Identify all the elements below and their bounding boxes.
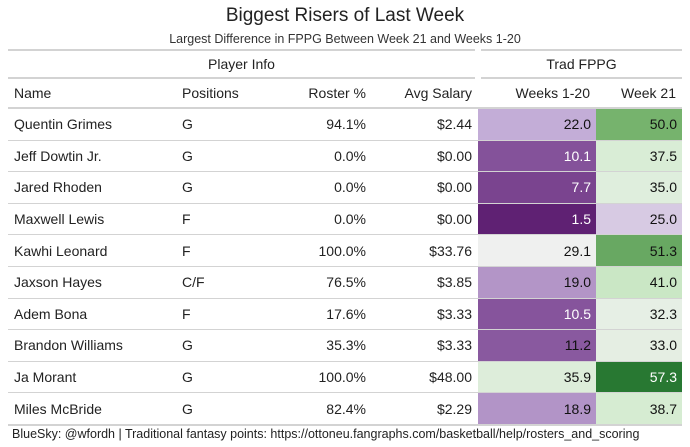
cell-salary: $2.29 xyxy=(372,392,478,426)
chart-subtitle: Largest Difference in FPPG Between Week … xyxy=(169,32,521,46)
table-row: Jared Rhoden G 0.0% $0.00 7.7 35.0 xyxy=(8,171,682,204)
cell-roster: 94.1% xyxy=(274,108,372,141)
table-row: Kawhi Leonard F 100.0% $33.76 29.1 51.3 xyxy=(8,234,682,267)
cell-weeks-1-20: 7.7 xyxy=(478,171,596,204)
cell-week-21: 37.5 xyxy=(596,140,682,173)
cell-salary: $3.33 xyxy=(372,329,478,362)
chart-title: Biggest Risers of Last Week xyxy=(225,5,465,26)
table-row: Ja Morant G 100.0% $48.00 35.9 57.3 xyxy=(8,361,682,394)
cell-roster: 76.5% xyxy=(274,266,372,299)
cell-roster: 0.0% xyxy=(274,171,372,204)
table-row: Adem Bona F 17.6% $3.33 10.5 32.3 xyxy=(8,298,682,331)
cell-name: Jared Rhoden xyxy=(8,171,176,204)
cell-week-21: 41.0 xyxy=(596,266,682,299)
cell-salary: $0.00 xyxy=(372,140,478,173)
cell-positions: C/F xyxy=(176,266,274,299)
cell-name: Miles McBride xyxy=(8,392,176,426)
cell-weeks-1-20: 18.9 xyxy=(478,392,596,426)
table-row: Miles McBride G 82.4% $2.29 18.9 38.7 xyxy=(8,392,682,426)
cell-positions: G xyxy=(176,392,274,426)
cell-name: Jeff Dowtin Jr. xyxy=(8,140,176,173)
cell-positions: G xyxy=(176,108,274,141)
spanner-row: Player Info Trad FPPG xyxy=(8,49,682,79)
cell-positions: F xyxy=(176,234,274,267)
cell-salary: $3.85 xyxy=(372,266,478,299)
cell-positions: F xyxy=(176,298,274,331)
cell-week-21: 25.0 xyxy=(596,203,682,236)
cell-week-21: 57.3 xyxy=(596,361,682,394)
table-row: Quentin Grimes G 94.1% $2.44 22.0 50.0 xyxy=(8,108,682,141)
cell-positions: G xyxy=(176,329,274,362)
risers-table: Player Info Trad FPPG Name Positions Ros… xyxy=(8,49,682,426)
table-row: Jaxson Hayes C/F 76.5% $3.85 19.0 41.0 xyxy=(8,266,682,299)
cell-name: Adem Bona xyxy=(8,298,176,331)
cell-name: Quentin Grimes xyxy=(8,108,176,141)
cell-salary: $0.00 xyxy=(372,171,478,204)
cell-weeks-1-20: 29.1 xyxy=(478,234,596,267)
cell-roster: 0.0% xyxy=(274,203,372,236)
col-header-name: Name xyxy=(8,78,176,109)
cell-weeks-1-20: 35.9 xyxy=(478,361,596,394)
cell-positions: G xyxy=(176,140,274,173)
cell-week-21: 50.0 xyxy=(596,108,682,141)
source-note: BlueSky: @wfordh | Traditional fantasy p… xyxy=(12,427,640,441)
cell-roster: 17.6% xyxy=(274,298,372,331)
column-header-row: Name Positions Roster % Avg Salary Weeks… xyxy=(8,78,682,109)
cell-roster: 100.0% xyxy=(274,234,372,267)
table-body: Quentin Grimes G 94.1% $2.44 22.0 50.0 Jeff Do… xyxy=(8,108,682,426)
cell-roster: 100.0% xyxy=(274,361,372,394)
col-header-roster: Roster % xyxy=(274,78,372,109)
cell-weeks-1-20: 10.1 xyxy=(478,140,596,173)
spanner-trad-fppg: Trad FPPG xyxy=(475,49,682,79)
col-header-week-21: Week 21 xyxy=(596,78,682,109)
col-header-weeks-1-20: Weeks 1-20 xyxy=(478,78,596,109)
table-row: Maxwell Lewis F 0.0% $0.00 1.5 25.0 xyxy=(8,203,682,236)
cell-weeks-1-20: 11.2 xyxy=(478,329,596,362)
cell-salary: $3.33 xyxy=(372,298,478,331)
cell-positions: G xyxy=(176,361,274,394)
cell-salary: $33.76 xyxy=(372,234,478,267)
cell-roster: 35.3% xyxy=(274,329,372,362)
cell-name: Brandon Williams xyxy=(8,329,176,362)
cell-roster: 0.0% xyxy=(274,140,372,173)
col-header-salary: Avg Salary xyxy=(372,78,478,109)
cell-name: Maxwell Lewis xyxy=(8,203,176,236)
cell-name: Ja Morant xyxy=(8,361,176,394)
cell-week-21: 32.3 xyxy=(596,298,682,331)
cell-salary: $2.44 xyxy=(372,108,478,141)
table-row: Jeff Dowtin Jr. G 0.0% $0.00 10.1 37.5 xyxy=(8,140,682,173)
cell-positions: F xyxy=(176,203,274,236)
cell-positions: G xyxy=(176,171,274,204)
cell-salary: $48.00 xyxy=(372,361,478,394)
spanner-player-info: Player Info xyxy=(8,49,478,79)
cell-week-21: 35.0 xyxy=(596,171,682,204)
cell-weeks-1-20: 19.0 xyxy=(478,266,596,299)
cell-salary: $0.00 xyxy=(372,203,478,236)
table-row: Brandon Williams G 35.3% $3.33 11.2 33.0 xyxy=(8,329,682,362)
col-header-positions: Positions xyxy=(176,78,274,109)
cell-week-21: 38.7 xyxy=(596,392,682,426)
cell-weeks-1-20: 22.0 xyxy=(478,108,596,141)
cell-name: Jaxson Hayes xyxy=(8,266,176,299)
cell-week-21: 51.3 xyxy=(596,234,682,267)
cell-roster: 82.4% xyxy=(274,392,372,426)
cell-weeks-1-20: 1.5 xyxy=(478,203,596,236)
cell-week-21: 33.0 xyxy=(596,329,682,362)
cell-name: Kawhi Leonard xyxy=(8,234,176,267)
cell-weeks-1-20: 10.5 xyxy=(478,298,596,331)
